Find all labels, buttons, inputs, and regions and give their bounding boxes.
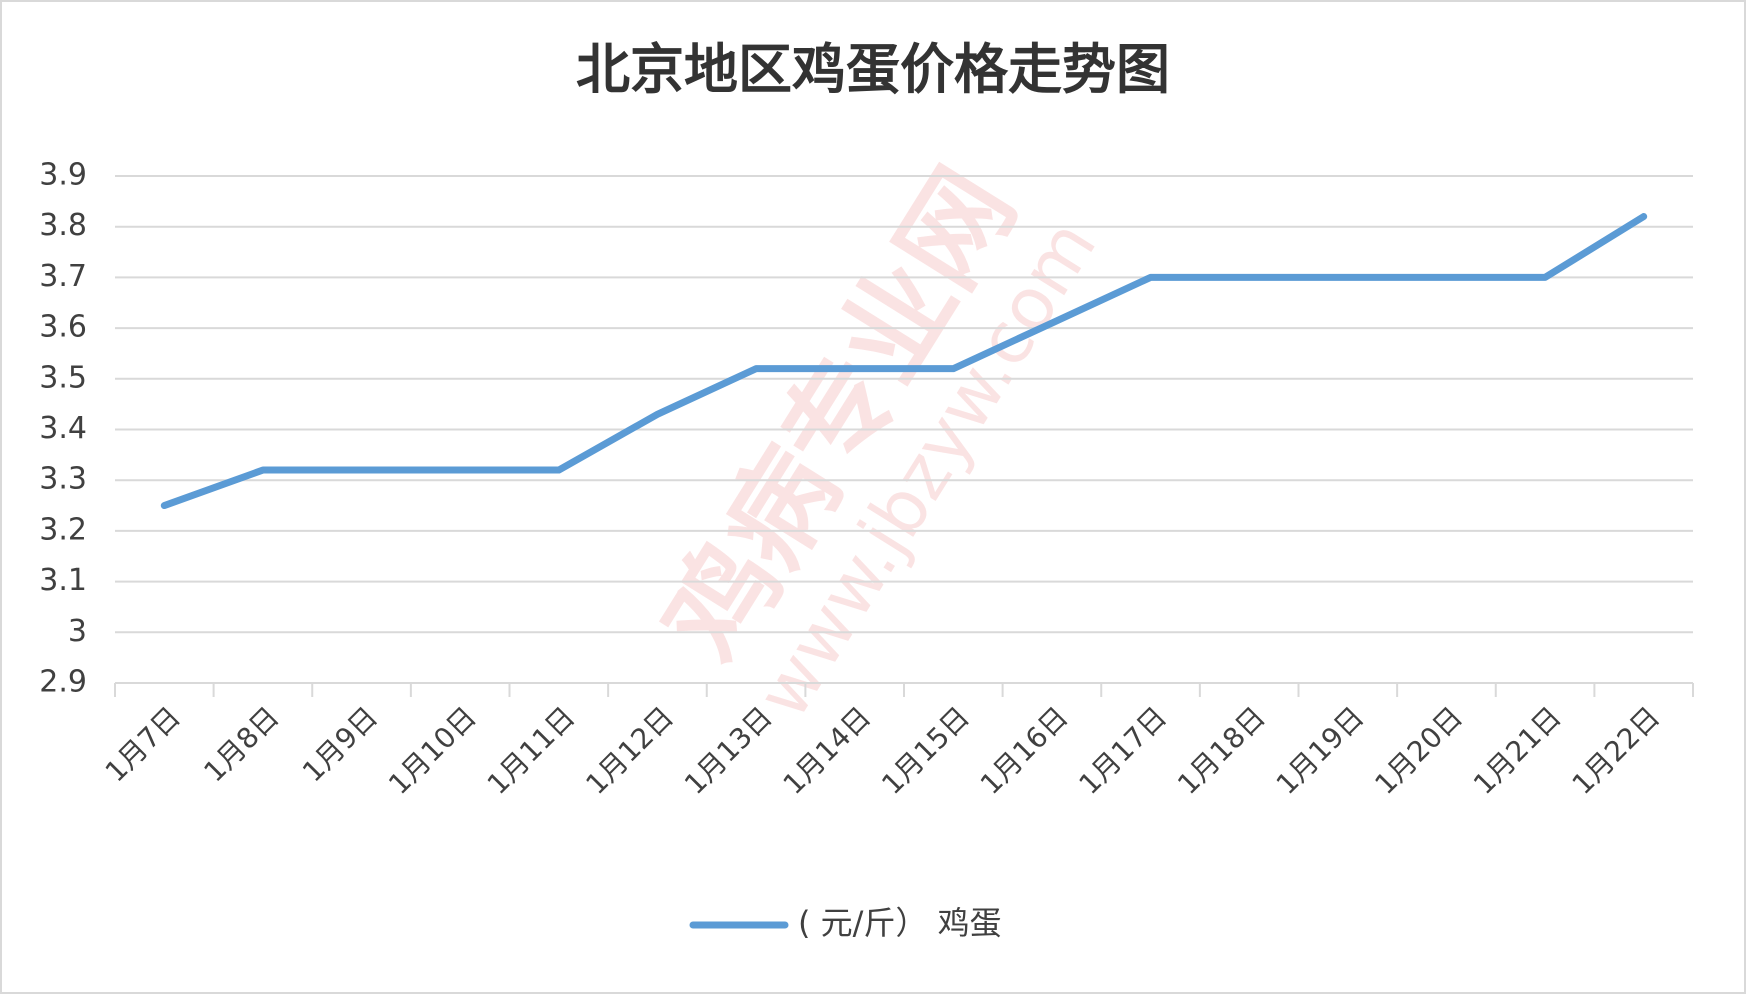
y-tick-label: 2.9 (39, 665, 87, 700)
y-tick-label: 3.8 (39, 208, 87, 243)
y-tick-label: 3.4 (39, 411, 87, 446)
y-tick-label: 3.3 (39, 462, 87, 497)
line (160, 213, 1648, 510)
y-tick-label: 3 (68, 614, 87, 649)
y-tick-label: 3.1 (39, 563, 87, 598)
y-tick-label: 3.6 (39, 310, 87, 345)
legend-label: ( 元/斤） 鸡蛋 (798, 904, 1002, 942)
y-tick-label: 3.2 (39, 512, 87, 547)
y-tick-label: 3.5 (39, 360, 87, 395)
chart-title: 北京地区鸡蛋价格走势图 (576, 37, 1170, 101)
y-tick-label: 3.9 (39, 158, 87, 193)
y-tick-label: 3.7 (39, 259, 87, 294)
